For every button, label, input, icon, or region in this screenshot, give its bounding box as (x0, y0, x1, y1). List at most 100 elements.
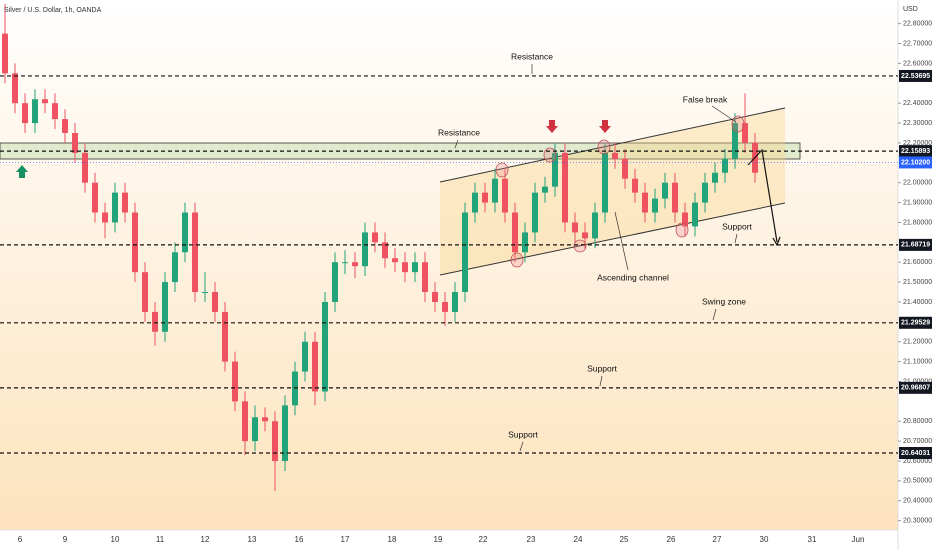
y-tick-label: 22.40000 (903, 100, 932, 107)
x-tick-label: 12 (201, 535, 210, 544)
level-label: 21.68719 (901, 242, 930, 249)
candles (2, 3, 758, 491)
y-tick-label: 22.30000 (903, 120, 932, 127)
y-tick-label: 22.60000 (903, 60, 932, 67)
candle-body (372, 232, 378, 243)
candle-body (252, 417, 258, 442)
candle-body (292, 371, 298, 406)
x-tick-label: 10 (111, 535, 120, 544)
candle-body (142, 272, 148, 312)
candle-body (482, 192, 488, 203)
callout-line (519, 441, 524, 452)
x-tick-label: 23 (527, 535, 536, 544)
candle-body (392, 258, 398, 263)
y-tick-label: 21.60000 (903, 259, 932, 266)
y-tick-label: 21.00000 (903, 378, 932, 385)
candle-body (442, 301, 448, 312)
highlight-circle (543, 147, 557, 163)
level-label-box (899, 238, 932, 251)
level-label-box (899, 69, 932, 82)
current-price-box (899, 156, 932, 169)
candle-body (72, 132, 78, 153)
candle-body (352, 262, 358, 267)
level-label: 22.15893 (901, 148, 930, 155)
y-tick-label: 20.70000 (903, 438, 932, 445)
x-tick-label: 24 (574, 535, 583, 544)
candle-body (32, 99, 38, 124)
candle-body (422, 262, 428, 293)
candle-body (262, 417, 268, 422)
candle-body (92, 182, 98, 213)
level-label: 20.64031 (901, 450, 930, 457)
candle-body (642, 192, 648, 213)
candle-body (132, 212, 138, 273)
candle-body (192, 212, 198, 293)
candle-body (332, 262, 338, 302)
highlight-circle (573, 239, 587, 253)
candle-body (692, 202, 698, 227)
candle-body (242, 401, 248, 442)
callout-line (712, 308, 717, 321)
candle-body (682, 212, 688, 227)
highlight-circle (597, 139, 611, 155)
time-axis-background (0, 530, 898, 550)
x-tick-label: 30 (760, 535, 769, 544)
candle-body (232, 361, 238, 402)
candle-body (532, 192, 538, 233)
annotation: Ascending channel (597, 272, 669, 282)
level-label: 22.53695 (901, 73, 930, 80)
y-tick-label: 21.10000 (903, 358, 932, 365)
candle-body (542, 186, 548, 193)
x-tick-label: 17 (341, 535, 350, 544)
annotation: Support (508, 429, 538, 439)
candle-body (162, 282, 168, 332)
candle-body (662, 182, 668, 199)
candle-body (62, 119, 68, 133)
highlight-circle (675, 222, 689, 238)
up-arrow (16, 165, 28, 178)
annotation: Support (722, 221, 752, 231)
candle-body (612, 152, 618, 159)
price-axis-background (898, 0, 932, 550)
y-tick-label: 21.20000 (903, 339, 932, 346)
annotation: Swing zone (702, 296, 746, 306)
annotation: Resistance (511, 51, 553, 61)
candle-body (502, 178, 508, 213)
x-tick-label: 9 (63, 535, 68, 544)
callout-line (711, 105, 737, 123)
highlight-circle (495, 162, 509, 178)
current-price-label: 22.10200 (901, 159, 930, 166)
level-label-box (899, 381, 932, 394)
candle-body (82, 152, 88, 183)
candle-body (592, 212, 598, 239)
y-tick-label: 20.80000 (903, 418, 932, 425)
currency-label: USD (903, 6, 918, 13)
candle-body (202, 292, 208, 294)
x-tick-label: 22 (479, 535, 488, 544)
candle-body (582, 232, 588, 239)
callout-line (599, 375, 603, 387)
down-arrow (546, 120, 558, 133)
annotation: False break (683, 94, 728, 104)
channel-line (439, 107, 786, 183)
y-tick-label: 22.70000 (903, 40, 932, 47)
y-tick-label: 22.00000 (903, 180, 932, 187)
annotation: Support (587, 363, 617, 373)
candle-body (722, 158, 728, 173)
candle-body (52, 103, 58, 120)
y-tick-label: 21.90000 (903, 199, 932, 206)
candle-body (22, 103, 28, 124)
y-tick-label: 21.80000 (903, 219, 932, 226)
highlight-circle (731, 115, 745, 133)
plot-background (0, 0, 898, 530)
candle-body (12, 73, 18, 104)
candle-body (102, 212, 108, 223)
x-tick-label: 27 (713, 535, 722, 544)
x-tick-label: 18 (388, 535, 397, 544)
candle-body (462, 212, 468, 293)
x-tick-label: 26 (667, 535, 676, 544)
candle-body (362, 232, 368, 267)
candle-body (302, 341, 308, 372)
